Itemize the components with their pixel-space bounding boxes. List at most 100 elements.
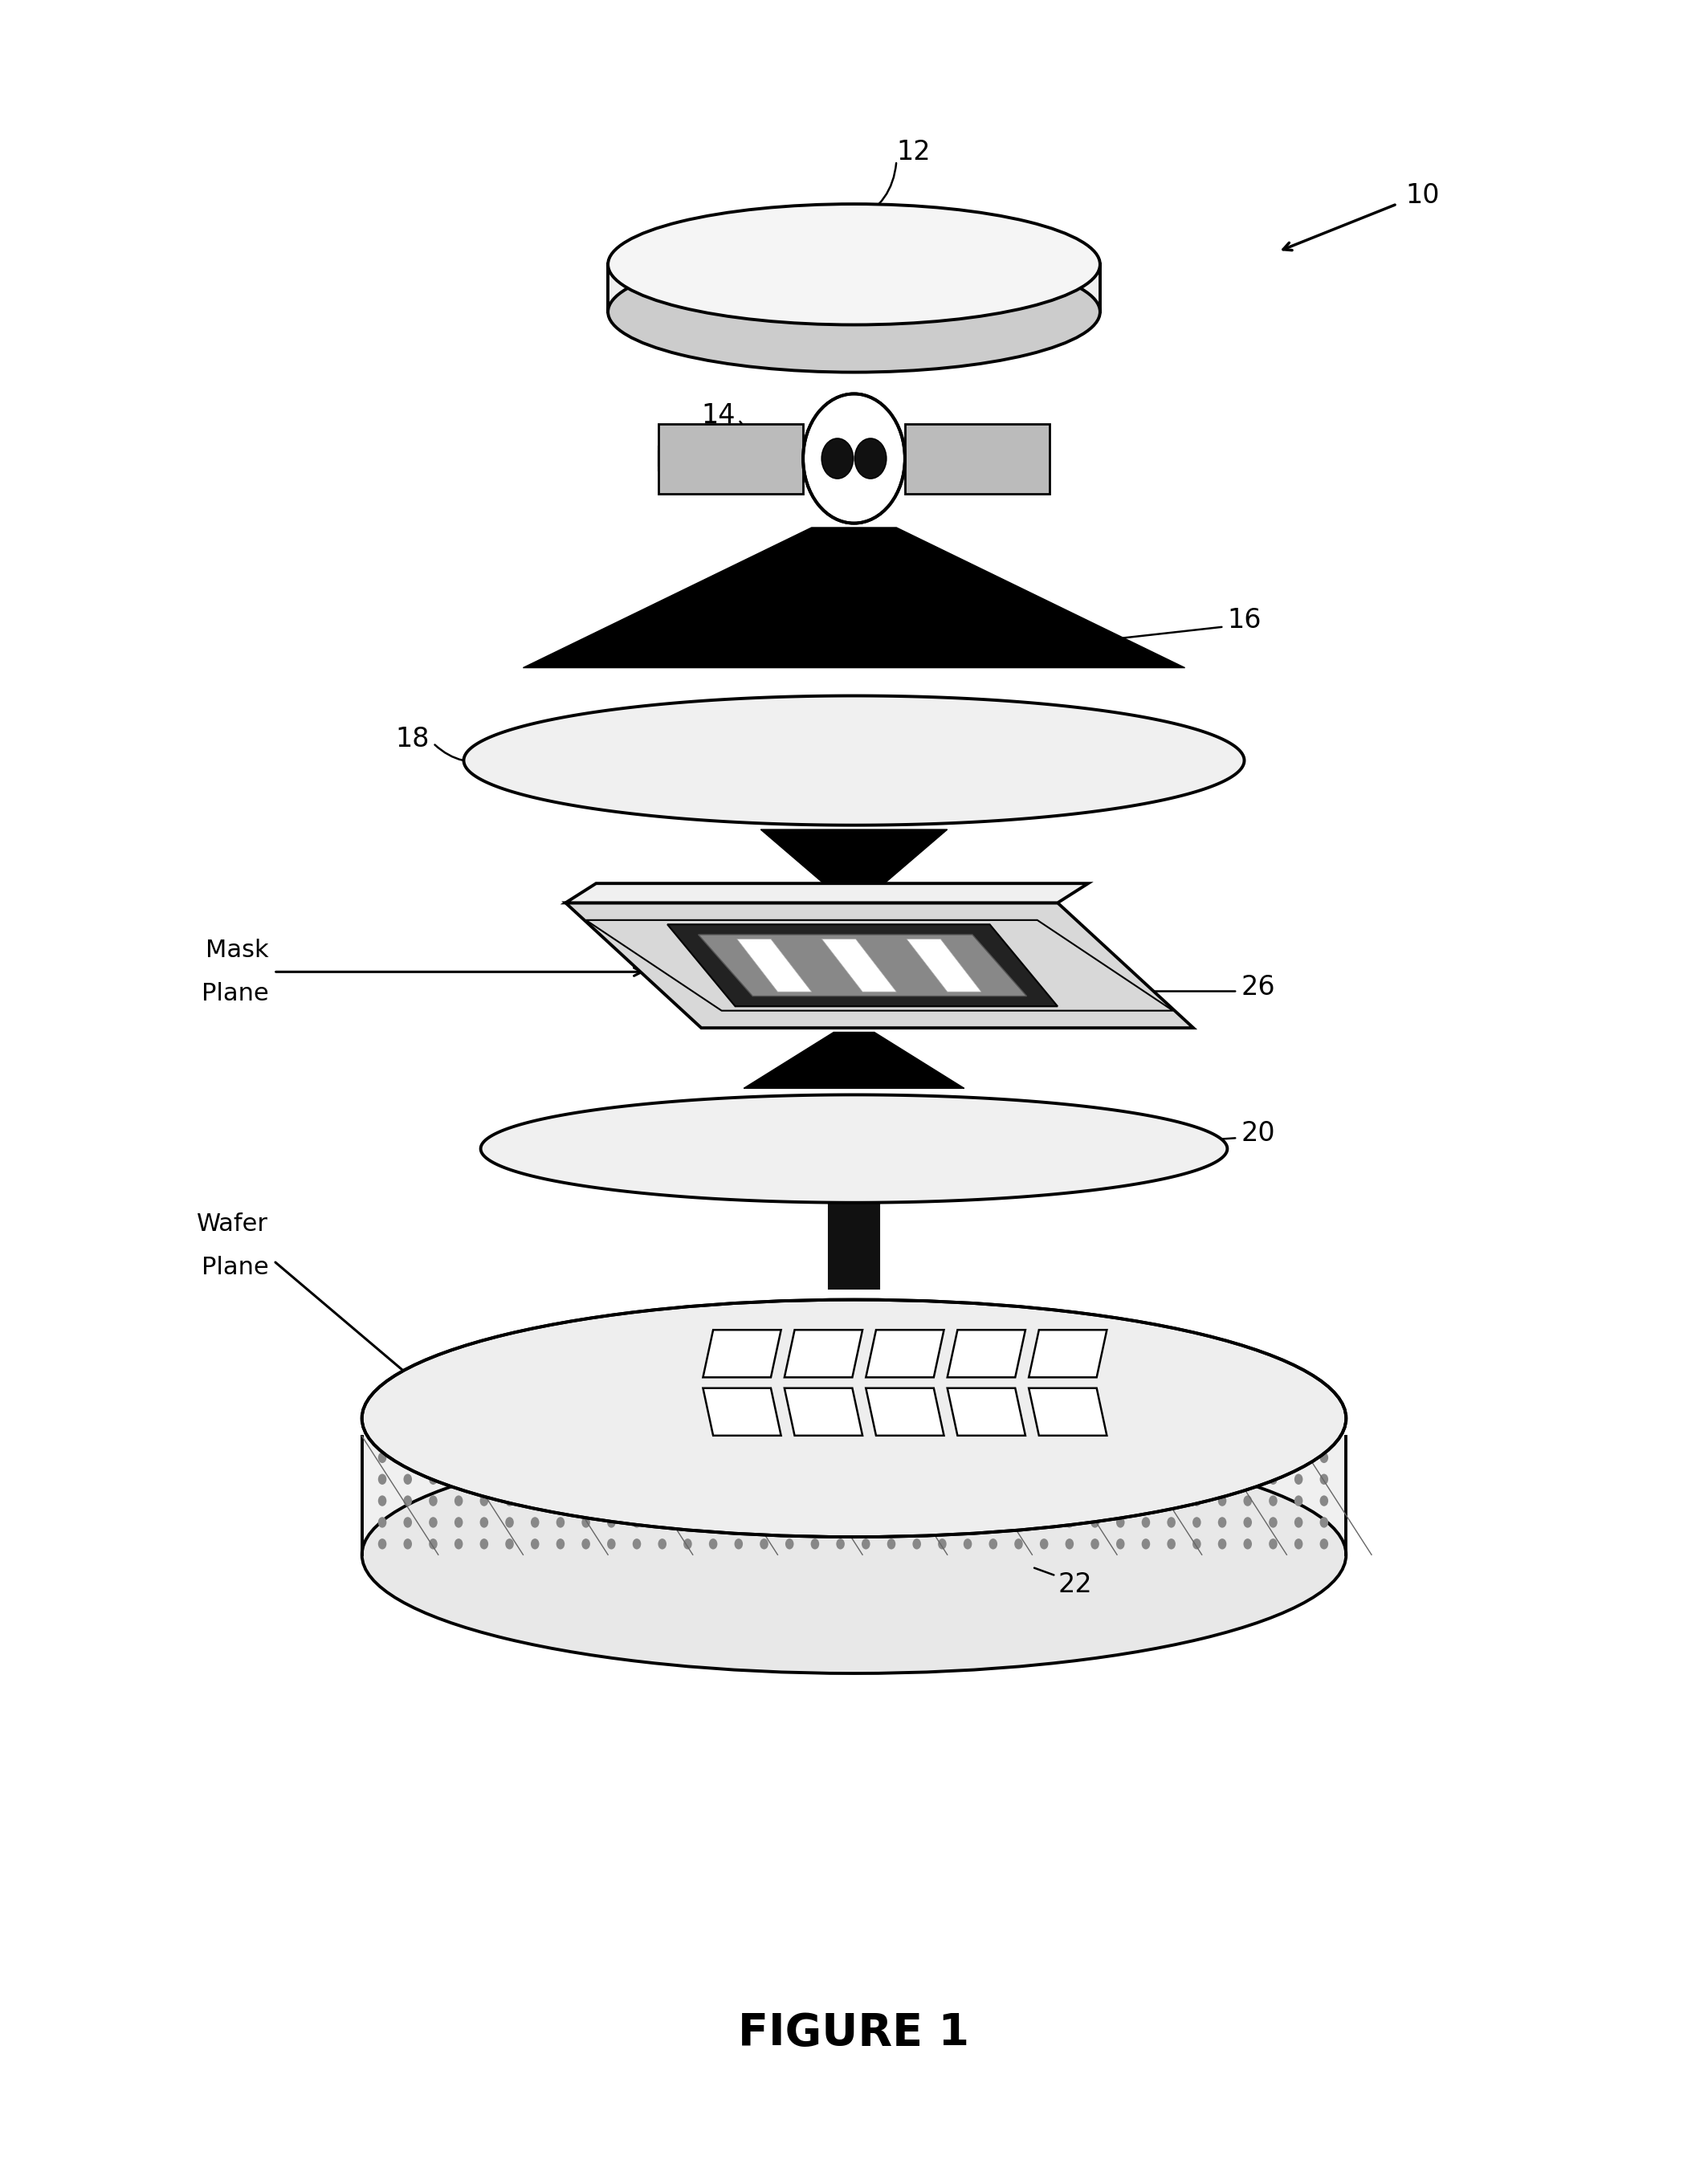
Circle shape [480,1539,488,1550]
Circle shape [1320,1518,1329,1528]
Circle shape [1295,1539,1303,1550]
Polygon shape [668,924,1057,1006]
Circle shape [1218,1496,1226,1507]
Circle shape [734,1539,743,1550]
Circle shape [1115,1496,1124,1507]
Circle shape [377,1496,386,1507]
Circle shape [786,1474,794,1485]
Polygon shape [659,423,803,494]
Circle shape [1320,1474,1329,1485]
Circle shape [963,1453,972,1463]
Circle shape [658,1474,666,1485]
Circle shape [1040,1453,1049,1463]
Ellipse shape [608,251,1100,373]
Circle shape [1115,1453,1124,1463]
Circle shape [658,1496,666,1507]
Circle shape [734,1518,743,1528]
Circle shape [1066,1496,1074,1507]
Polygon shape [743,1032,965,1088]
Circle shape [1295,1496,1303,1507]
Circle shape [557,1496,565,1507]
Circle shape [683,1518,692,1528]
Circle shape [1167,1474,1175,1485]
Circle shape [938,1496,946,1507]
Circle shape [786,1518,794,1528]
Circle shape [1066,1453,1074,1463]
Circle shape [1040,1518,1049,1528]
Circle shape [760,1453,769,1463]
Circle shape [938,1474,946,1485]
Circle shape [837,1496,845,1507]
Circle shape [1243,1539,1252,1550]
Polygon shape [828,1203,880,1290]
Circle shape [1243,1453,1252,1463]
Text: 16: 16 [1228,607,1262,633]
Circle shape [989,1496,997,1507]
Circle shape [1066,1539,1074,1550]
Circle shape [989,1518,997,1528]
Polygon shape [866,1388,945,1435]
Ellipse shape [362,1299,1346,1537]
Circle shape [1015,1518,1023,1528]
Circle shape [861,1474,869,1485]
Circle shape [734,1453,743,1463]
Circle shape [912,1453,921,1463]
Circle shape [632,1539,640,1550]
Circle shape [454,1496,463,1507]
Circle shape [1192,1539,1201,1550]
Polygon shape [760,830,948,891]
Polygon shape [523,527,1185,668]
Circle shape [989,1474,997,1485]
Circle shape [1218,1474,1226,1485]
Circle shape [786,1496,794,1507]
Circle shape [912,1518,921,1528]
Circle shape [1015,1496,1023,1507]
Circle shape [683,1474,692,1485]
Circle shape [1320,1539,1329,1550]
Circle shape [938,1539,946,1550]
Circle shape [786,1539,794,1550]
Text: 26: 26 [1242,973,1276,999]
Polygon shape [659,447,803,466]
Circle shape [1295,1453,1303,1463]
Circle shape [1015,1539,1023,1550]
Circle shape [963,1474,972,1485]
Polygon shape [905,447,1049,466]
Polygon shape [1028,1329,1107,1377]
Ellipse shape [362,1435,1346,1674]
Circle shape [1192,1518,1201,1528]
Text: 20: 20 [1242,1121,1276,1147]
Circle shape [377,1518,386,1528]
Circle shape [963,1539,972,1550]
Circle shape [760,1518,769,1528]
Circle shape [632,1496,640,1507]
Circle shape [912,1496,921,1507]
Circle shape [454,1453,463,1463]
Circle shape [1192,1496,1201,1507]
Circle shape [734,1496,743,1507]
Circle shape [1218,1518,1226,1528]
Circle shape [760,1474,769,1485]
Text: 18: 18 [396,726,430,752]
Polygon shape [948,1329,1025,1377]
Polygon shape [760,317,948,369]
Circle shape [1192,1453,1201,1463]
Polygon shape [465,696,1243,826]
Circle shape [886,1539,895,1550]
Circle shape [506,1474,514,1485]
Circle shape [557,1453,565,1463]
Circle shape [531,1539,540,1550]
Circle shape [658,1518,666,1528]
Circle shape [606,1474,615,1485]
Circle shape [886,1453,895,1463]
Circle shape [1141,1453,1149,1463]
Circle shape [1320,1453,1329,1463]
Circle shape [760,1539,769,1550]
Circle shape [886,1518,895,1528]
Circle shape [811,1453,820,1463]
Circle shape [531,1453,540,1463]
Circle shape [1269,1474,1278,1485]
Circle shape [683,1539,692,1550]
Circle shape [1091,1453,1100,1463]
Circle shape [480,1474,488,1485]
